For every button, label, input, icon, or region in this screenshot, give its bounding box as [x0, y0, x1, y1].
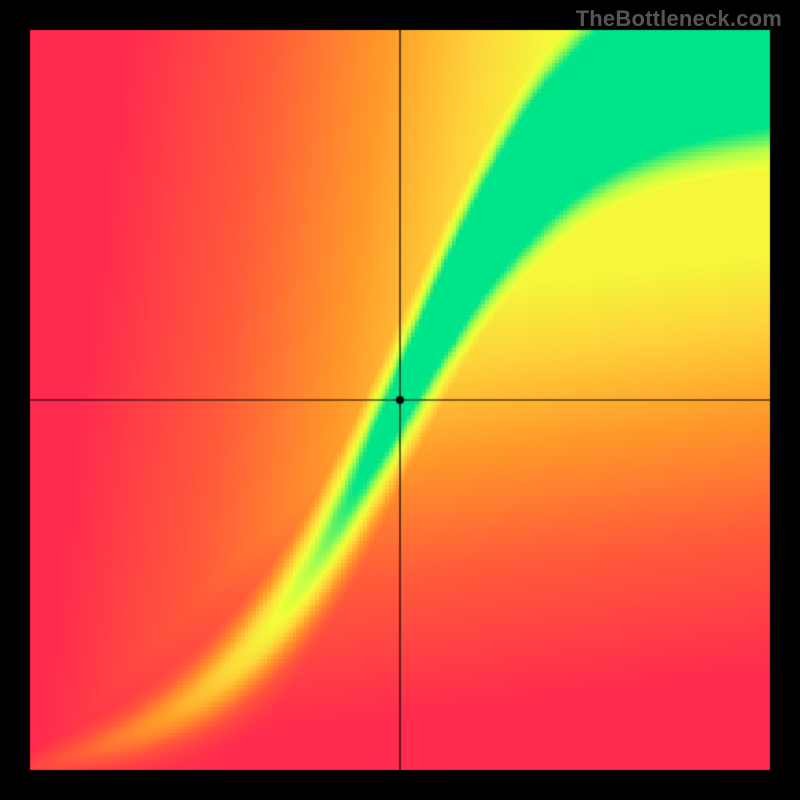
watermark-text: TheBottleneck.com — [576, 6, 782, 32]
figure-container: TheBottleneck.com — [0, 0, 800, 800]
heatmap-canvas — [0, 0, 800, 800]
